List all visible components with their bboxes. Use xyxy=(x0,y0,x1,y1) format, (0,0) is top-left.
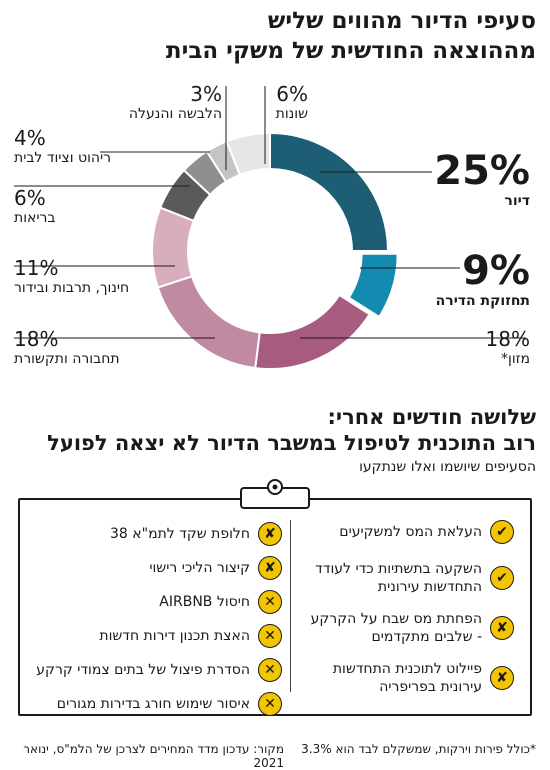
x-icon: ✘ xyxy=(490,666,514,690)
column-divider xyxy=(290,520,291,692)
stuck-item-text: קיצור הליכי רישוי xyxy=(149,560,250,576)
stuck-item: ✕ איסור שימוש חורג בדירות מגורים xyxy=(32,692,282,716)
stuck-item: ✘ חלופת שקד לתמ"א 38 xyxy=(32,522,282,546)
implemented-item-text: הפחתת מס שבח על הקרקע - שלבים מתקדמים xyxy=(310,611,482,645)
x-icon: ✕ xyxy=(258,590,282,614)
x-icon: ✘ xyxy=(258,556,282,580)
label-food-value: 18% xyxy=(485,327,530,351)
label-clothing-name: הלבשה והנעלה xyxy=(128,106,222,122)
stuck-item-text: חיסול AIRBNB xyxy=(159,594,250,610)
label-transport: 18% תחבורה ותקשורת xyxy=(14,328,164,368)
label-clothing-value: 3% xyxy=(190,82,222,106)
label-food: 18% מזון* xyxy=(440,328,530,368)
stuck-item-text: איסור שימוש חורג בדירות מגורים xyxy=(56,696,250,712)
section-heading-line1: שלושה חודשים אחרי: xyxy=(327,405,536,429)
x-icon: ✘ xyxy=(258,522,282,546)
label-housing: 25% דיור xyxy=(430,150,530,210)
donut-slice-2 xyxy=(254,293,372,370)
label-housing-name: דיור xyxy=(504,193,530,209)
label-furniture-name: ריהוט וציוד לבית xyxy=(14,150,112,166)
stuck-item: ✕ הסדרת פיצול של בתים צמודי קרקע xyxy=(32,658,282,682)
donut-slice-8 xyxy=(225,131,271,177)
label-misc: 6% שונות xyxy=(258,83,308,123)
section-heading-line2: רוב התוכנית לטיפול במשבר הדיור לא יצאה ל… xyxy=(47,431,536,455)
label-furniture: 4% ריהוט וציוד לבית xyxy=(14,127,174,167)
stuck-item: ✘ קיצור הליכי רישוי xyxy=(32,556,282,580)
x-icon: ✘ xyxy=(490,616,514,640)
chart-title-line1: סעיפי הדיור מהווים שליש xyxy=(267,8,536,34)
label-maintenance: 9% תחזוקת הדירה xyxy=(390,250,530,310)
label-education: 11% חינוך, תרבות ובידור xyxy=(14,257,164,297)
section-heading: שלושה חודשים אחרי: רוב התוכנית לטיפול במ… xyxy=(11,404,536,478)
implemented-item: ✘ הפחתת מס שבח על הקרקע - שלבים מתקדמים xyxy=(304,610,514,646)
label-health-name: בריאות xyxy=(14,210,56,226)
x-icon: ✕ xyxy=(258,624,282,648)
label-maintenance-value: 9% xyxy=(462,248,530,294)
clipboard-clip-icon xyxy=(240,479,310,509)
implemented-item-text: העלאת המס למשקיעים xyxy=(339,524,482,540)
donut-slice-3 xyxy=(156,275,261,370)
label-transport-value: 18% xyxy=(14,327,59,351)
implemented-item: ✔ השקעה בתשתיות כדי לעודד התחדשות עירונית xyxy=(304,560,514,596)
stuck-item: ✕ האצת תכנון דירות חדשות xyxy=(32,624,282,648)
label-housing-value: 25% xyxy=(434,148,530,194)
stuck-item-text: האצת תכנון דירות חדשות xyxy=(99,628,250,644)
label-food-name: מזון* xyxy=(501,351,530,367)
label-misc-value: 6% xyxy=(276,82,308,106)
stuck-item-text: חלופת שקד לתמ"א 38 xyxy=(110,526,250,542)
label-health: 6% בריאות xyxy=(14,187,164,227)
check-icon: ✔ xyxy=(490,566,514,590)
label-misc-name: שונות xyxy=(275,106,308,122)
label-furniture-value: 4% xyxy=(14,126,46,150)
stuck-column: ✘ חלופת שקד לתמ"א 38 ✘ קיצור הליכי רישוי ✕ חי… xyxy=(32,522,282,716)
stuck-item-text: הסדרת פיצול של בתים צמודי קרקע xyxy=(36,662,250,678)
chart-title-line2: מההוצאה החודשית של משקי הבית xyxy=(165,38,536,64)
implemented-column: ✔ העלאת המס למשקיעים ✔ השקעה בתשתיות כדי לע… xyxy=(304,520,514,696)
section-subheading: הסעיפים שיושמו ואלו שנתקעו xyxy=(359,459,536,475)
implemented-item-text: פיילוט לתוכנית התחדשות עירונית בפריפריה xyxy=(332,661,482,695)
x-icon: ✕ xyxy=(258,692,282,716)
stuck-item: ✕ חיסול AIRBNB xyxy=(32,590,282,614)
chart-title: סעיפי הדיור מהווים שליש מההוצאה החודשית … xyxy=(16,6,536,66)
footnote: *כולל פירות וירקות, שמשקלם לבד הוא 3.3% xyxy=(301,742,536,756)
label-transport-name: תחבורה ותקשורת xyxy=(14,351,120,367)
label-maintenance-name: תחזוקת הדירה xyxy=(435,293,530,309)
donut-chart xyxy=(14,86,526,370)
label-education-value: 11% xyxy=(14,256,59,280)
label-clothing: 3% הלבשה והנעלה xyxy=(120,83,222,123)
implemented-item: ✘ פיילוט לתוכנית התחדשות עירונית בפריפריה xyxy=(304,660,514,696)
implemented-item-text: השקעה בתשתיות כדי לעודד התחדשות עירונית xyxy=(315,561,482,595)
x-icon: ✕ xyxy=(258,658,282,682)
label-education-name: חינוך, תרבות ובידור xyxy=(14,280,130,296)
donut-slice-0 xyxy=(269,131,390,252)
implemented-item: ✔ העלאת המס למשקיעים xyxy=(304,520,514,544)
source-note: מקור: עדכון מדד המחירים לצרכן של הלמ"ס, … xyxy=(23,742,284,770)
donut-slice-1 xyxy=(347,252,399,319)
check-icon: ✔ xyxy=(490,520,514,544)
label-health-value: 6% xyxy=(14,186,46,210)
